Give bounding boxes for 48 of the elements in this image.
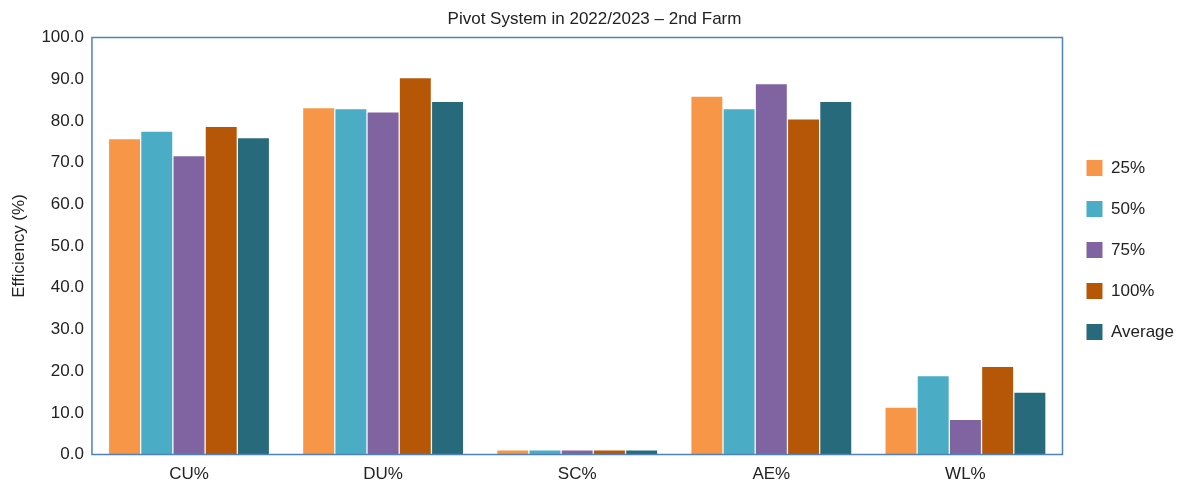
bar: [1014, 392, 1046, 455]
chart-title: Pivot System in 2022/2023 – 2nd Farm: [447, 8, 742, 28]
y-tick-label: 50.0: [50, 235, 84, 255]
bar: [626, 450, 658, 455]
bar: [303, 108, 335, 455]
bar: [820, 102, 852, 455]
bar: [593, 450, 625, 455]
y-tick-label: 80.0: [50, 110, 84, 130]
y-tick-label: 10.0: [50, 402, 84, 422]
bar: [109, 139, 141, 455]
bar: [723, 109, 755, 455]
x-tick-label: CU%: [169, 464, 209, 484]
bar: [173, 156, 205, 455]
bar: [432, 102, 464, 455]
y-tick-label: 0.0: [60, 444, 84, 464]
bar: [205, 127, 237, 455]
legend-label: 75%: [1110, 239, 1146, 259]
bar: [917, 376, 949, 455]
y-tick-label: 100.0: [41, 27, 84, 47]
bar: [399, 78, 431, 455]
bar: [561, 450, 593, 455]
legend-label: Average: [1110, 321, 1174, 341]
x-tick-label: SC%: [557, 464, 597, 484]
bar: [335, 109, 367, 455]
y-tick-label: 40.0: [50, 277, 84, 297]
x-tick-label: WL%: [945, 464, 986, 484]
legend-label: 100%: [1110, 280, 1155, 300]
y-axis-title: Efficiency (%): [8, 194, 28, 298]
y-tick-label: 90.0: [50, 68, 84, 88]
bar: [949, 419, 981, 455]
bar: [497, 450, 529, 455]
x-tick-label: DU%: [363, 464, 403, 484]
bar: [141, 131, 173, 455]
bar: [885, 407, 917, 455]
y-tick-label: 60.0: [50, 193, 84, 213]
y-tick-label: 30.0: [50, 319, 84, 339]
bar: [691, 96, 723, 455]
y-tick-label: 20.0: [50, 360, 84, 380]
y-tick-label: 70.0: [50, 152, 84, 172]
bar: [237, 138, 269, 455]
bar: [529, 450, 561, 455]
legend-label: 50%: [1110, 198, 1146, 218]
bar: [982, 366, 1014, 455]
x-tick-label: AE%: [752, 464, 791, 484]
legend-label: 25%: [1110, 157, 1146, 177]
bar: [755, 84, 787, 455]
bar: [367, 112, 399, 455]
bar: [788, 119, 820, 455]
